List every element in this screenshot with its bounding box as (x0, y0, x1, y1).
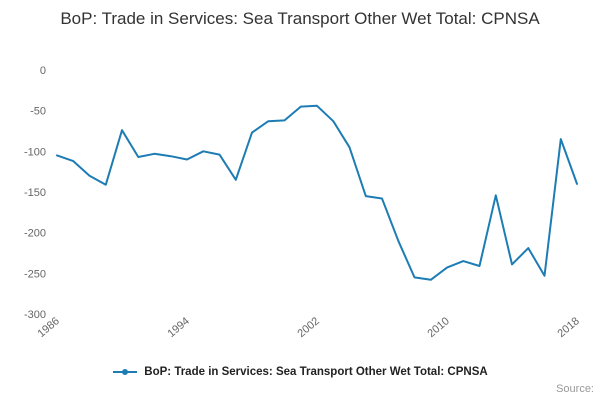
y-axis-tick-label: -50 (30, 106, 46, 118)
series-line[interactable] (56, 104, 578, 281)
y-axis-tick-label: 0 (40, 65, 46, 77)
legend-line-marker (113, 369, 138, 375)
x-axis-tick-label: 2002 (295, 315, 321, 340)
legend[interactable]: BoP: Trade in Services: Sea Transport Ot… (0, 366, 600, 378)
x-axis-tick-label: 1994 (165, 315, 191, 340)
y-axis-tick-label: -150 (24, 187, 46, 199)
y-axis-tick-label: -300 (24, 309, 46, 321)
source-label: Source: (556, 383, 594, 395)
y-axis-tick-label: -250 (24, 268, 46, 280)
x-axis-tick-label: 2018 (555, 315, 581, 340)
x-axis-tick-label: 2010 (425, 315, 451, 340)
legend-label: BoP: Trade in Services: Sea Transport Ot… (144, 366, 488, 378)
y-axis-tick-label: -200 (24, 228, 46, 240)
chart-title: BoP: Trade in Services: Sea Transport Ot… (60, 9, 540, 28)
y-axis-tick-label: -100 (24, 146, 46, 158)
